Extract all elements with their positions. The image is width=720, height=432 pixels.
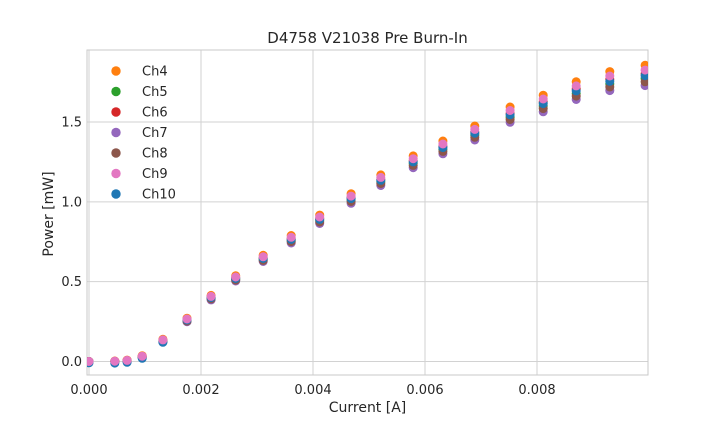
series-Ch5 [87, 74, 648, 366]
series-Ch7 [87, 81, 648, 366]
y-tick-label: 1.5 [61, 116, 82, 131]
data-point-Ch9 [315, 212, 325, 222]
legend-label: Ch6 [142, 106, 168, 121]
legend-marker-icon [111, 148, 121, 158]
y-tick-label: 1.0 [61, 195, 82, 210]
data-point-Ch9 [408, 154, 418, 164]
x-tick-label: 0.008 [518, 383, 555, 398]
legend-item-Ch10: Ch10 [111, 188, 176, 203]
data-point-Ch9 [231, 272, 241, 282]
legend-label: Ch10 [142, 188, 176, 203]
data-point-Ch9 [206, 291, 216, 301]
chart-title: D4758 V21038 Pre Burn-In [267, 29, 468, 47]
data-point-Ch9 [182, 314, 192, 324]
legend-item-Ch5: Ch5 [111, 85, 168, 100]
legend-marker-icon [111, 127, 121, 138]
x-tick-label: 0.002 [182, 383, 219, 398]
x-axis-label: Current [A] [328, 400, 407, 416]
legend-item-Ch6: Ch6 [111, 106, 168, 121]
data-point-Ch9 [470, 124, 480, 134]
legend-item-Ch7: Ch7 [111, 126, 168, 141]
legend-marker-icon [111, 66, 121, 76]
data-point-Ch9 [538, 94, 548, 104]
legend-item-Ch9: Ch9 [111, 167, 168, 182]
data-point-Ch9 [505, 106, 515, 115]
data-point-Ch9 [122, 355, 132, 365]
data-point-Ch9 [376, 172, 386, 182]
data-point-Ch9 [158, 335, 168, 345]
legend-marker-icon [111, 107, 121, 117]
data-point-Ch9 [438, 139, 448, 149]
data-point-Ch9 [258, 252, 268, 262]
data-point-Ch9 [137, 351, 147, 361]
x-tick-label: 0.006 [406, 383, 443, 398]
legend: Ch4 Ch5 Ch6 Ch7 Ch8 Ch9 Ch10 [111, 65, 176, 203]
data-point-Ch9 [640, 65, 648, 75]
legend-marker-icon [111, 189, 121, 199]
y-tick-label: 0.5 [61, 275, 82, 290]
data-point-Ch9 [346, 191, 356, 201]
axes-spines [86, 49, 649, 376]
series-Ch6 [87, 69, 648, 366]
data-point-Ch9 [110, 356, 120, 366]
legend-label: Ch9 [142, 167, 168, 182]
series-Ch9 [87, 65, 648, 366]
scatter-points [87, 60, 648, 368]
y-tick-label: 0.0 [61, 355, 82, 370]
legend-item-Ch8: Ch8 [111, 147, 168, 162]
legend-item-Ch4: Ch4 [111, 65, 168, 80]
series-Ch4 [87, 60, 648, 366]
legend-label: Ch8 [142, 147, 168, 162]
legend-label: Ch5 [142, 85, 168, 100]
series-Ch8 [87, 77, 648, 366]
data-point-Ch9 [605, 71, 615, 81]
legend-marker-icon [111, 168, 121, 179]
legend-label: Ch4 [142, 65, 168, 80]
y-tick-labels: 0.0 0.5 1.0 1.5 [61, 116, 82, 370]
data-point-Ch9 [87, 357, 94, 366]
legend-marker-icon [111, 86, 121, 97]
series-Ch10 [87, 71, 648, 368]
gridlines [87, 50, 648, 375]
data-point-Ch9 [286, 232, 296, 242]
data-point-Ch9 [571, 81, 581, 91]
x-tick-labels: 0.000 0.002 0.004 0.006 0.008 [70, 383, 555, 398]
x-tick-label: 0.004 [294, 383, 331, 398]
x-tick-label: 0.000 [70, 383, 107, 398]
legend-label: Ch7 [142, 126, 168, 141]
y-axis-label: Power [mW] [41, 171, 57, 257]
